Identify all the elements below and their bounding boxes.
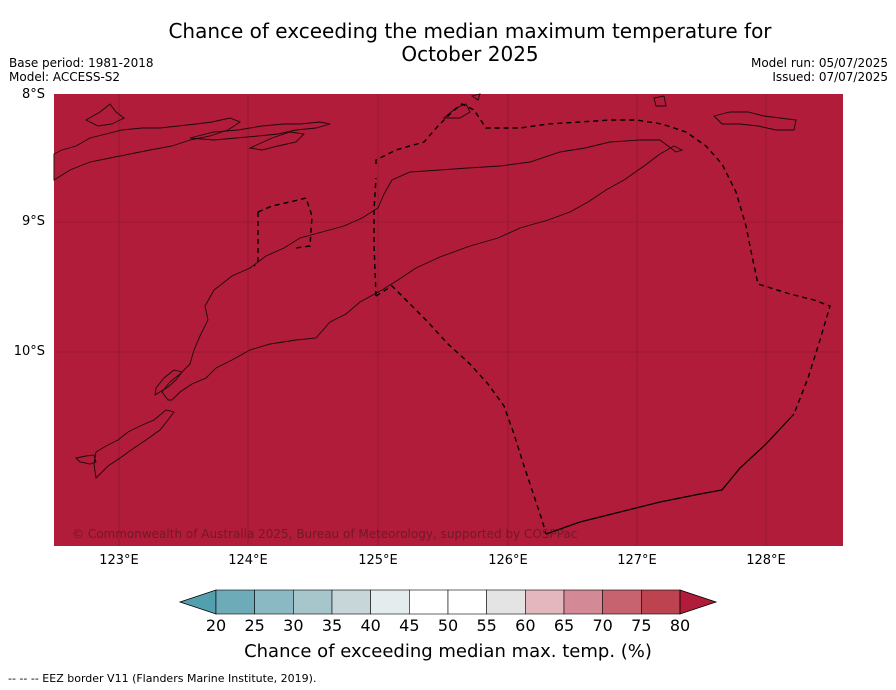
lon-label-126e: 126°E (488, 553, 528, 568)
colorbar-tick-label: 55 (476, 616, 497, 635)
eez-border-north (375, 103, 831, 415)
coastline-islet-1 (653, 95, 667, 107)
colorbar (178, 589, 718, 615)
lat-label-9s: 9°S (21, 214, 45, 229)
colorbar-tick-label: 70 (592, 616, 613, 635)
map-background (54, 94, 843, 546)
colorbar-segment (447, 589, 487, 615)
lon-label-127e: 127°E (617, 553, 657, 568)
colorbar-segment (331, 589, 371, 615)
colorbar-segment (254, 589, 294, 615)
meta-right: Model run: 05/07/2025 Issued: 07/07/2025 (751, 56, 888, 84)
coastline-islands-east (713, 111, 797, 131)
coastline-alor (85, 103, 125, 127)
colorbar-extend-high (679, 589, 718, 615)
issued-text: Issued: 07/07/2025 (772, 70, 888, 84)
graticule (54, 94, 843, 546)
coastline-flores (53, 117, 241, 181)
eez-border-west-enclave (257, 197, 313, 249)
lat-label-8s: 8°S (21, 87, 45, 102)
colorbar-tick-label: 30 (283, 616, 304, 635)
model-run-text: Model run: 05/07/2025 (750, 56, 888, 70)
meta-left: Base period: 1981-2018 Model: ACCESS-S2 (9, 56, 154, 84)
coastline-sumba-east (93, 409, 175, 479)
colorbar-label: Chance of exceeding median max. temp. (%… (244, 641, 652, 662)
lon-label-125e: 125°E (358, 553, 398, 568)
coastline-islet-2 (470, 93, 481, 101)
eez-border-south (375, 285, 547, 535)
colorbar-segment (486, 589, 526, 615)
eez-borders (253, 103, 831, 535)
eez-border-solid (545, 413, 795, 535)
lon-label-124e: 124°E (228, 553, 268, 568)
coastline-rote (154, 369, 183, 396)
copyright-text: © Commonwealth of Australia 2025, Bureau… (72, 527, 578, 541)
colorbar-tick-label: 45 (399, 616, 420, 635)
model-text: Model: ACCESS-S2 (9, 70, 121, 84)
lon-label-128e: 128°E (746, 553, 786, 568)
colorbar-segment (215, 589, 255, 615)
chart-title: Chance of exceeding the median maximum t… (168, 19, 772, 66)
map-panel (53, 93, 843, 546)
colorbar-tick-label: 80 (669, 616, 691, 635)
lat-label-10s: 10°S (13, 344, 45, 359)
colorbar-segment (563, 589, 603, 615)
eez-border-southeast (545, 413, 795, 535)
eez-footnote: -- -- -- EEZ border V11 (Flanders Marine… (8, 672, 317, 685)
colorbar-segment (602, 589, 642, 615)
coastline-wetar (248, 131, 305, 151)
colorbar-segment (641, 589, 681, 615)
colorbar-tick-label: 60 (515, 616, 536, 635)
eez-border-south-2 (373, 177, 377, 297)
coastline-islands-north (189, 121, 331, 141)
coastline-sawu (75, 454, 97, 465)
colorbar-tick-label: 20 (205, 616, 227, 635)
colorbar-tick-label: 40 (360, 616, 381, 635)
colorbar-segment (525, 589, 565, 615)
colorbar-tick-label: 50 (437, 616, 459, 635)
eez-border-west-enclave-2 (253, 212, 259, 267)
lon-label-123e: 123°E (99, 553, 139, 568)
colorbar-segment (370, 589, 410, 615)
colorbar-tick-label: 65 (553, 616, 575, 635)
colorbar-segment (409, 589, 449, 615)
colorbar-segment (293, 589, 333, 615)
colorbar-tick-label: 75 (631, 616, 652, 635)
colorbar-tick-label: 25 (244, 616, 265, 635)
coastline-timor (161, 139, 684, 401)
colorbar-extend-low (178, 589, 217, 615)
colorbar-tick-label: 35 (321, 616, 343, 635)
base-period-text: Base period: 1981-2018 (9, 56, 154, 70)
